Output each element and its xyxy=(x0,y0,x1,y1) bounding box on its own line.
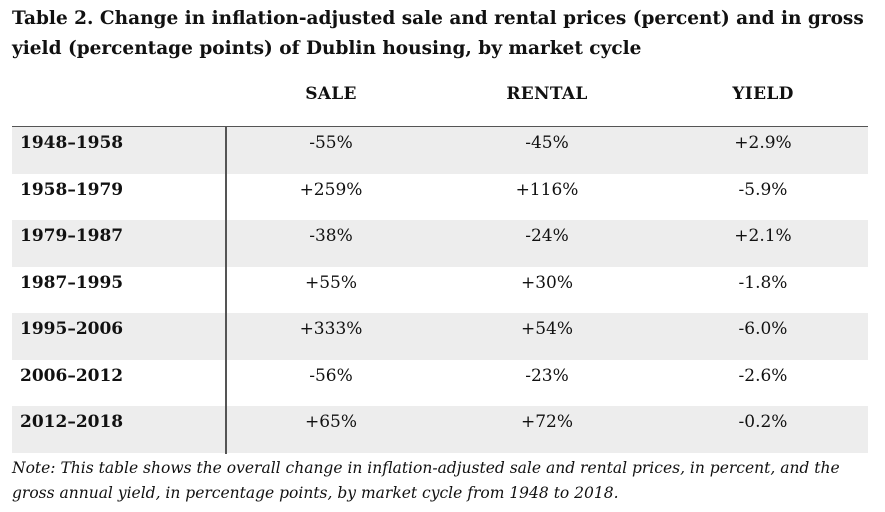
sale-cell: +259% xyxy=(299,179,363,200)
sale-cell: +333% xyxy=(299,319,363,339)
table-row: 1987–1995 +55% +30% -1.8% xyxy=(12,267,868,314)
yield-cell: -2.6% xyxy=(738,365,788,386)
table-row: 1979–1987 -38% -24% +2.1% xyxy=(12,220,868,267)
yield-cell: +2.9% xyxy=(734,133,792,153)
yield-cell: -5.9% xyxy=(738,179,788,200)
yield-cell: +2.1% xyxy=(734,226,792,246)
rental-cell: -23% xyxy=(525,365,569,386)
period-label: 1958–1979 xyxy=(20,179,124,200)
sale-cell: -38% xyxy=(309,226,353,246)
column-divider xyxy=(225,127,227,454)
sale-cell: +55% xyxy=(304,272,358,293)
table-title: Table 2. Change in inflation-adjusted sa… xyxy=(12,8,864,59)
sale-cell: +65% xyxy=(304,412,358,432)
period-label: 2012–2018 xyxy=(20,412,124,432)
column-header-row: SALE RENTAL YIELD xyxy=(0,80,885,110)
rental-cell: +72% xyxy=(520,412,574,432)
table-row: 1948–1958 -55% -45% +2.9% xyxy=(12,127,868,174)
period-label: 1987–1995 xyxy=(20,272,124,293)
column-header-rental: RENTAL xyxy=(506,84,588,104)
column-header-sale: SALE xyxy=(305,84,357,104)
table-row: 1995–2006 +333% +54% -6.0% xyxy=(12,313,868,360)
rental-cell: -45% xyxy=(525,133,569,153)
rental-cell: +54% xyxy=(520,319,574,339)
period-label: 2006–2012 xyxy=(20,365,124,386)
column-header-yield: YIELD xyxy=(732,84,794,104)
table-row: 2012–2018 +65% +72% -0.2% xyxy=(12,406,868,453)
yield-cell: -6.0% xyxy=(738,319,788,339)
period-label: 1948–1958 xyxy=(20,133,124,153)
table-row: 2006–2012 -56% -23% -2.6% xyxy=(12,360,868,407)
table-note: Note: This table shows the overall chang… xyxy=(12,459,840,502)
table-row: 1958–1979 +259% +116% -5.9% xyxy=(12,174,868,221)
period-label: 1995–2006 xyxy=(20,319,124,339)
table-body: 1948–1958 -55% -45% +2.9% 1958–1979 +259… xyxy=(12,126,868,453)
rental-cell: +30% xyxy=(520,272,574,293)
yield-cell: -0.2% xyxy=(738,412,788,432)
rental-cell: +116% xyxy=(515,179,579,200)
sale-cell: -55% xyxy=(309,133,353,153)
yield-cell: -1.8% xyxy=(738,272,788,293)
rental-cell: -24% xyxy=(525,226,569,246)
period-label: 1979–1987 xyxy=(20,226,124,246)
sale-cell: -56% xyxy=(309,365,353,386)
